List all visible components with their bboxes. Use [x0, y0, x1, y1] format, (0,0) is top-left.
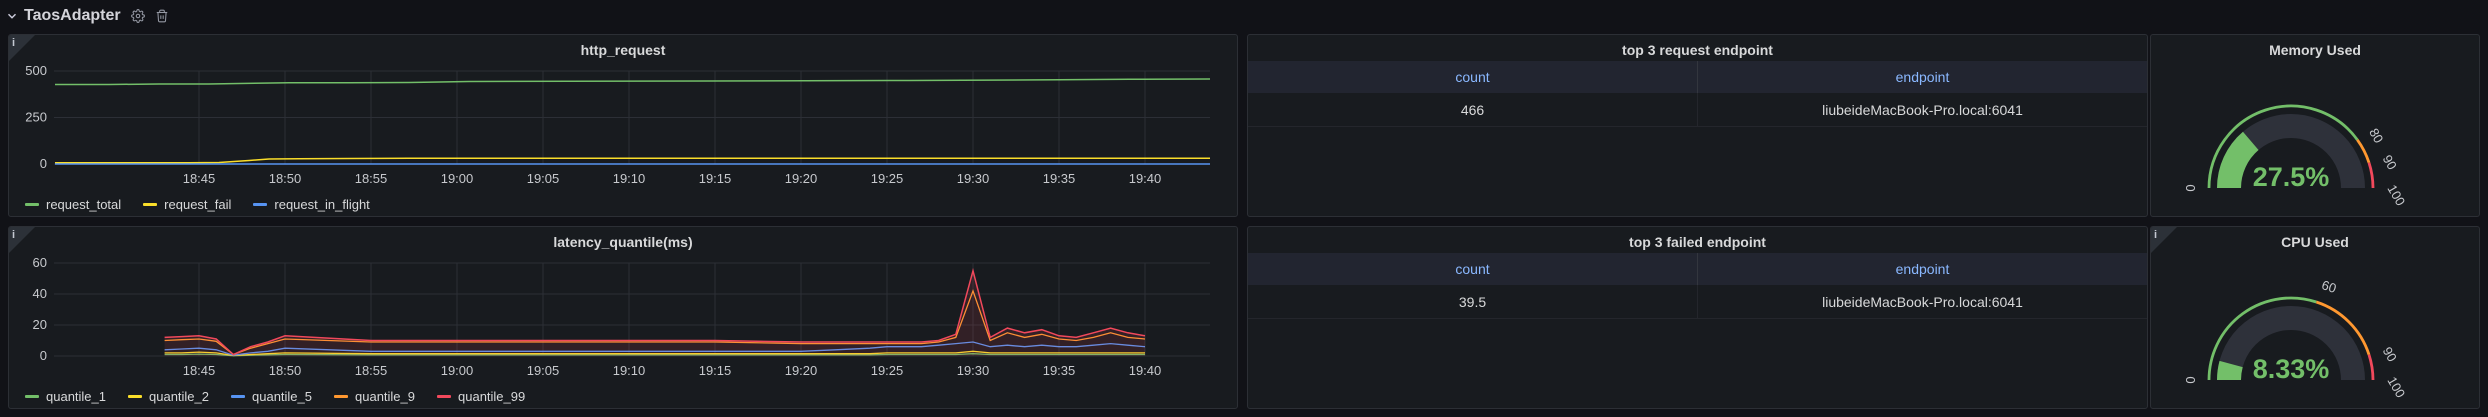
svg-text:90: 90: [2380, 344, 2400, 364]
svg-text:500: 500: [25, 63, 47, 78]
svg-text:40: 40: [33, 286, 47, 301]
svg-text:19:40: 19:40: [1129, 171, 1162, 186]
svg-text:19:00: 19:00: [441, 171, 474, 186]
svg-text:19:10: 19:10: [613, 363, 646, 378]
svg-text:27.5%: 27.5%: [2253, 162, 2330, 192]
svg-text:19:20: 19:20: [785, 171, 818, 186]
svg-text:19:25: 19:25: [871, 363, 904, 378]
svg-text:19:30: 19:30: [957, 171, 990, 186]
svg-text:18:55: 18:55: [355, 171, 388, 186]
svg-text:100: 100: [2384, 182, 2408, 208]
svg-text:8.33%: 8.33%: [2253, 354, 2330, 384]
svg-text:19:35: 19:35: [1043, 171, 1076, 186]
svg-text:0: 0: [2183, 184, 2198, 191]
svg-text:19:40: 19:40: [1129, 363, 1162, 378]
svg-text:60: 60: [2320, 277, 2338, 296]
svg-text:18:45: 18:45: [183, 363, 216, 378]
svg-text:0: 0: [40, 156, 47, 171]
svg-text:19:20: 19:20: [785, 363, 818, 378]
svg-text:19:25: 19:25: [871, 171, 904, 186]
svg-text:0: 0: [2183, 376, 2198, 383]
svg-text:250: 250: [25, 110, 47, 125]
svg-text:0: 0: [40, 348, 47, 363]
svg-text:18:50: 18:50: [269, 363, 302, 378]
svg-text:100: 100: [2384, 374, 2408, 400]
svg-text:18:55: 18:55: [355, 363, 388, 378]
svg-text:19:10: 19:10: [613, 171, 646, 186]
svg-text:19:05: 19:05: [527, 171, 560, 186]
svg-text:20: 20: [33, 317, 47, 332]
svg-text:19:05: 19:05: [527, 363, 560, 378]
svg-text:60: 60: [33, 255, 47, 270]
svg-text:18:45: 18:45: [183, 171, 216, 186]
svg-text:80: 80: [2366, 126, 2386, 146]
svg-text:19:35: 19:35: [1043, 363, 1076, 378]
svg-text:90: 90: [2380, 152, 2400, 172]
svg-text:19:15: 19:15: [699, 363, 732, 378]
svg-text:19:15: 19:15: [699, 171, 732, 186]
svg-text:19:30: 19:30: [957, 363, 990, 378]
svg-text:19:00: 19:00: [441, 363, 474, 378]
svg-text:18:50: 18:50: [269, 171, 302, 186]
